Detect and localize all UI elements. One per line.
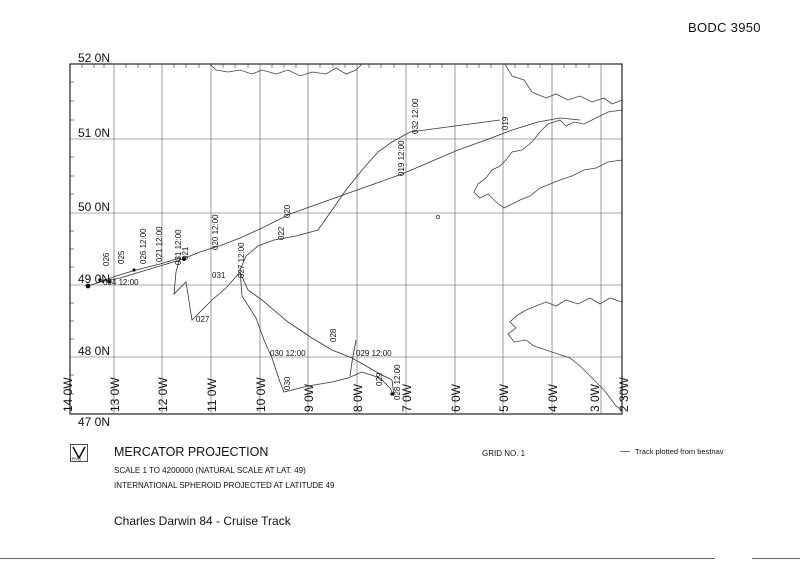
track-label: 029	[375, 372, 384, 386]
start-cluster	[85, 257, 394, 396]
track-label: 024 12:00	[103, 278, 139, 287]
track-north-branch	[317, 119, 501, 231]
track-main-east	[87, 117, 581, 287]
logo-text: RVS	[72, 457, 81, 462]
track-label: 027 12:00	[237, 242, 246, 278]
grid-number: GRID NO. 1	[482, 449, 526, 458]
projection-title: MERCATOR PROJECTION	[114, 445, 269, 459]
track-label: 027	[196, 315, 210, 324]
rvs-logo-icon: RVS	[70, 444, 88, 462]
track-label: 019 12:00	[397, 140, 406, 176]
latitude-gridlines	[70, 138, 622, 358]
scilly-isles	[435, 214, 440, 219]
lon-label: 7 0W	[400, 383, 414, 412]
track-label: 021 12:00	[155, 226, 164, 262]
lat-label: 50 0N	[78, 200, 110, 214]
track-south-spur	[349, 339, 357, 377]
track-label: 030	[283, 376, 292, 390]
bottom-rule-right	[752, 558, 800, 559]
track-label: 028 12:00	[393, 364, 402, 400]
legend-line-swatch	[620, 451, 630, 452]
ship-track	[87, 117, 581, 397]
lon-label: 12 0W	[156, 377, 170, 412]
track-label: 032 12:00	[411, 98, 420, 134]
track-label: 028	[329, 328, 338, 342]
bottom-rule	[0, 558, 715, 559]
document-id: BODC 3950	[688, 20, 761, 35]
lat-label: 51 0N	[78, 126, 110, 140]
ireland-coast	[209, 63, 363, 77]
track-label: 020 12:00	[211, 214, 220, 250]
longitude-labels: 14 0W 13 0W 12 0W 11 0W 10 0W 9 0W 8 0W …	[61, 377, 631, 412]
map-frame	[69, 63, 623, 415]
legend: Track plotted from bestnav	[620, 447, 724, 456]
track-label: 029 12:00	[356, 349, 392, 358]
lon-label: 6 0W	[449, 383, 463, 412]
lon-label: 13 0W	[108, 377, 122, 412]
lat-label: 47 0N	[78, 415, 110, 429]
coastlines	[209, 63, 623, 411]
wales-coast	[504, 63, 623, 105]
lat-label: 49 0N	[78, 272, 110, 286]
brittany-coast	[507, 297, 623, 411]
track-label: 025	[117, 250, 126, 264]
lon-label: 4 0W	[546, 383, 560, 412]
track-label: 022	[277, 226, 286, 240]
track-label: 031	[212, 271, 226, 280]
lon-label: 14 0W	[61, 377, 75, 412]
track-label: 026	[102, 252, 111, 266]
track-label: 021	[181, 246, 190, 260]
lat-label: 52 0N	[78, 51, 110, 65]
cornwall-coast	[473, 109, 623, 209]
track-label: 026 12:00	[139, 228, 148, 264]
lat-label: 48 0N	[78, 344, 110, 358]
track-west-loop	[99, 229, 395, 397]
track-label: 019	[501, 116, 510, 130]
mercator-map: 026 025 026 12:00 024 12:00 021 12:00 02…	[61, 51, 631, 429]
spheroid-line: INTERNATIONAL SPHEROID PROJECTED AT LATI…	[114, 481, 335, 490]
track-label: 020	[283, 204, 292, 218]
lon-label: 10 0W	[254, 377, 268, 412]
lon-label: 3 0W	[588, 383, 602, 412]
legend-label: Track plotted from bestnav	[635, 447, 724, 456]
scale-line: SCALE 1 TO 4200000 (NATURAL SCALE AT LAT…	[114, 466, 306, 475]
track-labels: 026 025 026 12:00 024 12:00 021 12:00 02…	[102, 98, 510, 400]
cruise-title: Charles Darwin 84 - Cruise Track	[114, 514, 291, 528]
lon-label: 8 0W	[351, 383, 365, 412]
edge-ticks	[70, 64, 590, 395]
lon-label: 9 0W	[302, 383, 316, 412]
lon-label: 11 0W	[205, 378, 219, 412]
lon-label: 5 0W	[497, 383, 511, 412]
track-label: 031 12:00	[174, 229, 183, 265]
lon-label: 2 30W	[617, 377, 631, 412]
track-label: 030 12:00	[270, 349, 306, 358]
longitude-gridlines	[113, 64, 602, 414]
latitude-labels: 52 0N 51 0N 50 0N 49 0N 48 0N 47 0N	[78, 51, 110, 429]
